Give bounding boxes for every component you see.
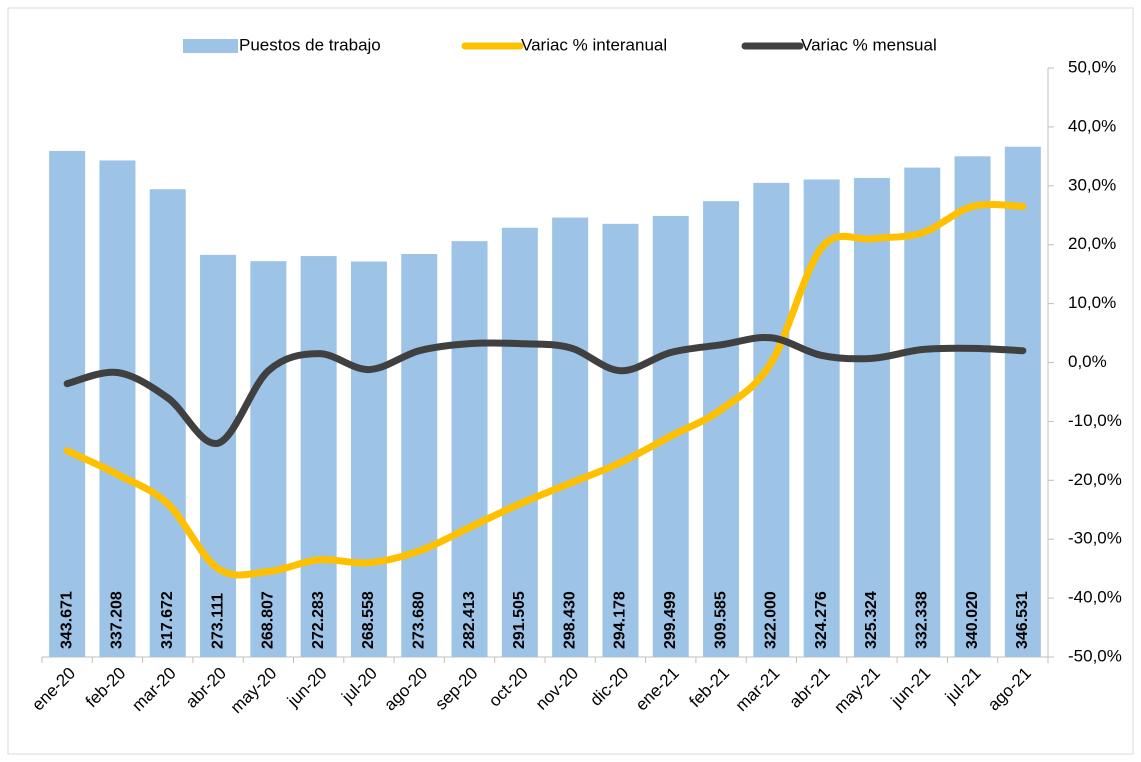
bar <box>803 179 840 657</box>
bar <box>350 261 387 657</box>
y2-tick-label: -30,0% <box>1068 529 1122 548</box>
value-label: 272.283 <box>310 591 327 649</box>
line <box>63 200 1027 579</box>
y2-tick-label: 20,0% <box>1068 234 1116 253</box>
value-label: 282.413 <box>461 591 478 649</box>
value-label: 294.178 <box>612 591 629 649</box>
bar <box>300 256 337 657</box>
legend-label: Variac % interanual <box>521 35 667 54</box>
y2-tick-label: -50,0% <box>1068 646 1122 665</box>
value-label: 346.531 <box>1014 591 1031 649</box>
bar <box>200 254 237 657</box>
value-label: 299.499 <box>662 591 679 649</box>
bar <box>250 261 287 657</box>
legend-swatch <box>183 39 238 53</box>
y2-tick-label: -40,0% <box>1068 588 1122 607</box>
legend-label: Variac % mensual <box>801 35 937 54</box>
bar <box>49 150 86 657</box>
bar <box>451 241 488 657</box>
bar <box>753 182 790 658</box>
value-label: 268.807 <box>260 591 277 649</box>
bar <box>401 254 438 657</box>
y2-tick-label: -10,0% <box>1068 411 1122 430</box>
value-label: 340.020 <box>964 591 981 649</box>
bar <box>99 160 136 657</box>
value-label: 325.324 <box>863 591 880 649</box>
value-label: 273.111 <box>209 593 226 649</box>
bar <box>853 177 890 658</box>
bar <box>149 189 186 658</box>
value-label: 332.338 <box>913 591 930 649</box>
value-label: 322.000 <box>763 591 780 649</box>
value-label: 268.558 <box>360 591 377 649</box>
y2-tick-label: 40,0% <box>1068 116 1116 135</box>
y2-tick-label: 0,0% <box>1068 352 1107 371</box>
value-label: 273.680 <box>410 591 427 649</box>
value-label: 298.430 <box>561 591 578 649</box>
value-label: 337.208 <box>109 591 126 649</box>
value-label: 291.505 <box>511 591 528 649</box>
y2-tick-label: 10,0% <box>1068 293 1116 312</box>
value-label: 343.671 <box>58 591 75 649</box>
y2-tick-label: 50,0% <box>1068 57 1116 76</box>
bar <box>501 227 538 657</box>
legend-label: Puestos de trabajo <box>239 35 381 54</box>
bar <box>703 201 740 657</box>
line <box>63 333 1027 447</box>
value-label: 317.672 <box>159 591 176 649</box>
value-label: 309.585 <box>712 591 729 649</box>
y2-tick-label: -20,0% <box>1068 470 1122 489</box>
bar <box>904 167 941 657</box>
bar <box>954 156 991 657</box>
bar <box>552 217 589 657</box>
bar <box>1004 146 1041 658</box>
y2-tick-label: 30,0% <box>1068 175 1116 194</box>
value-label: 324.276 <box>813 591 830 649</box>
bar <box>602 223 639 658</box>
